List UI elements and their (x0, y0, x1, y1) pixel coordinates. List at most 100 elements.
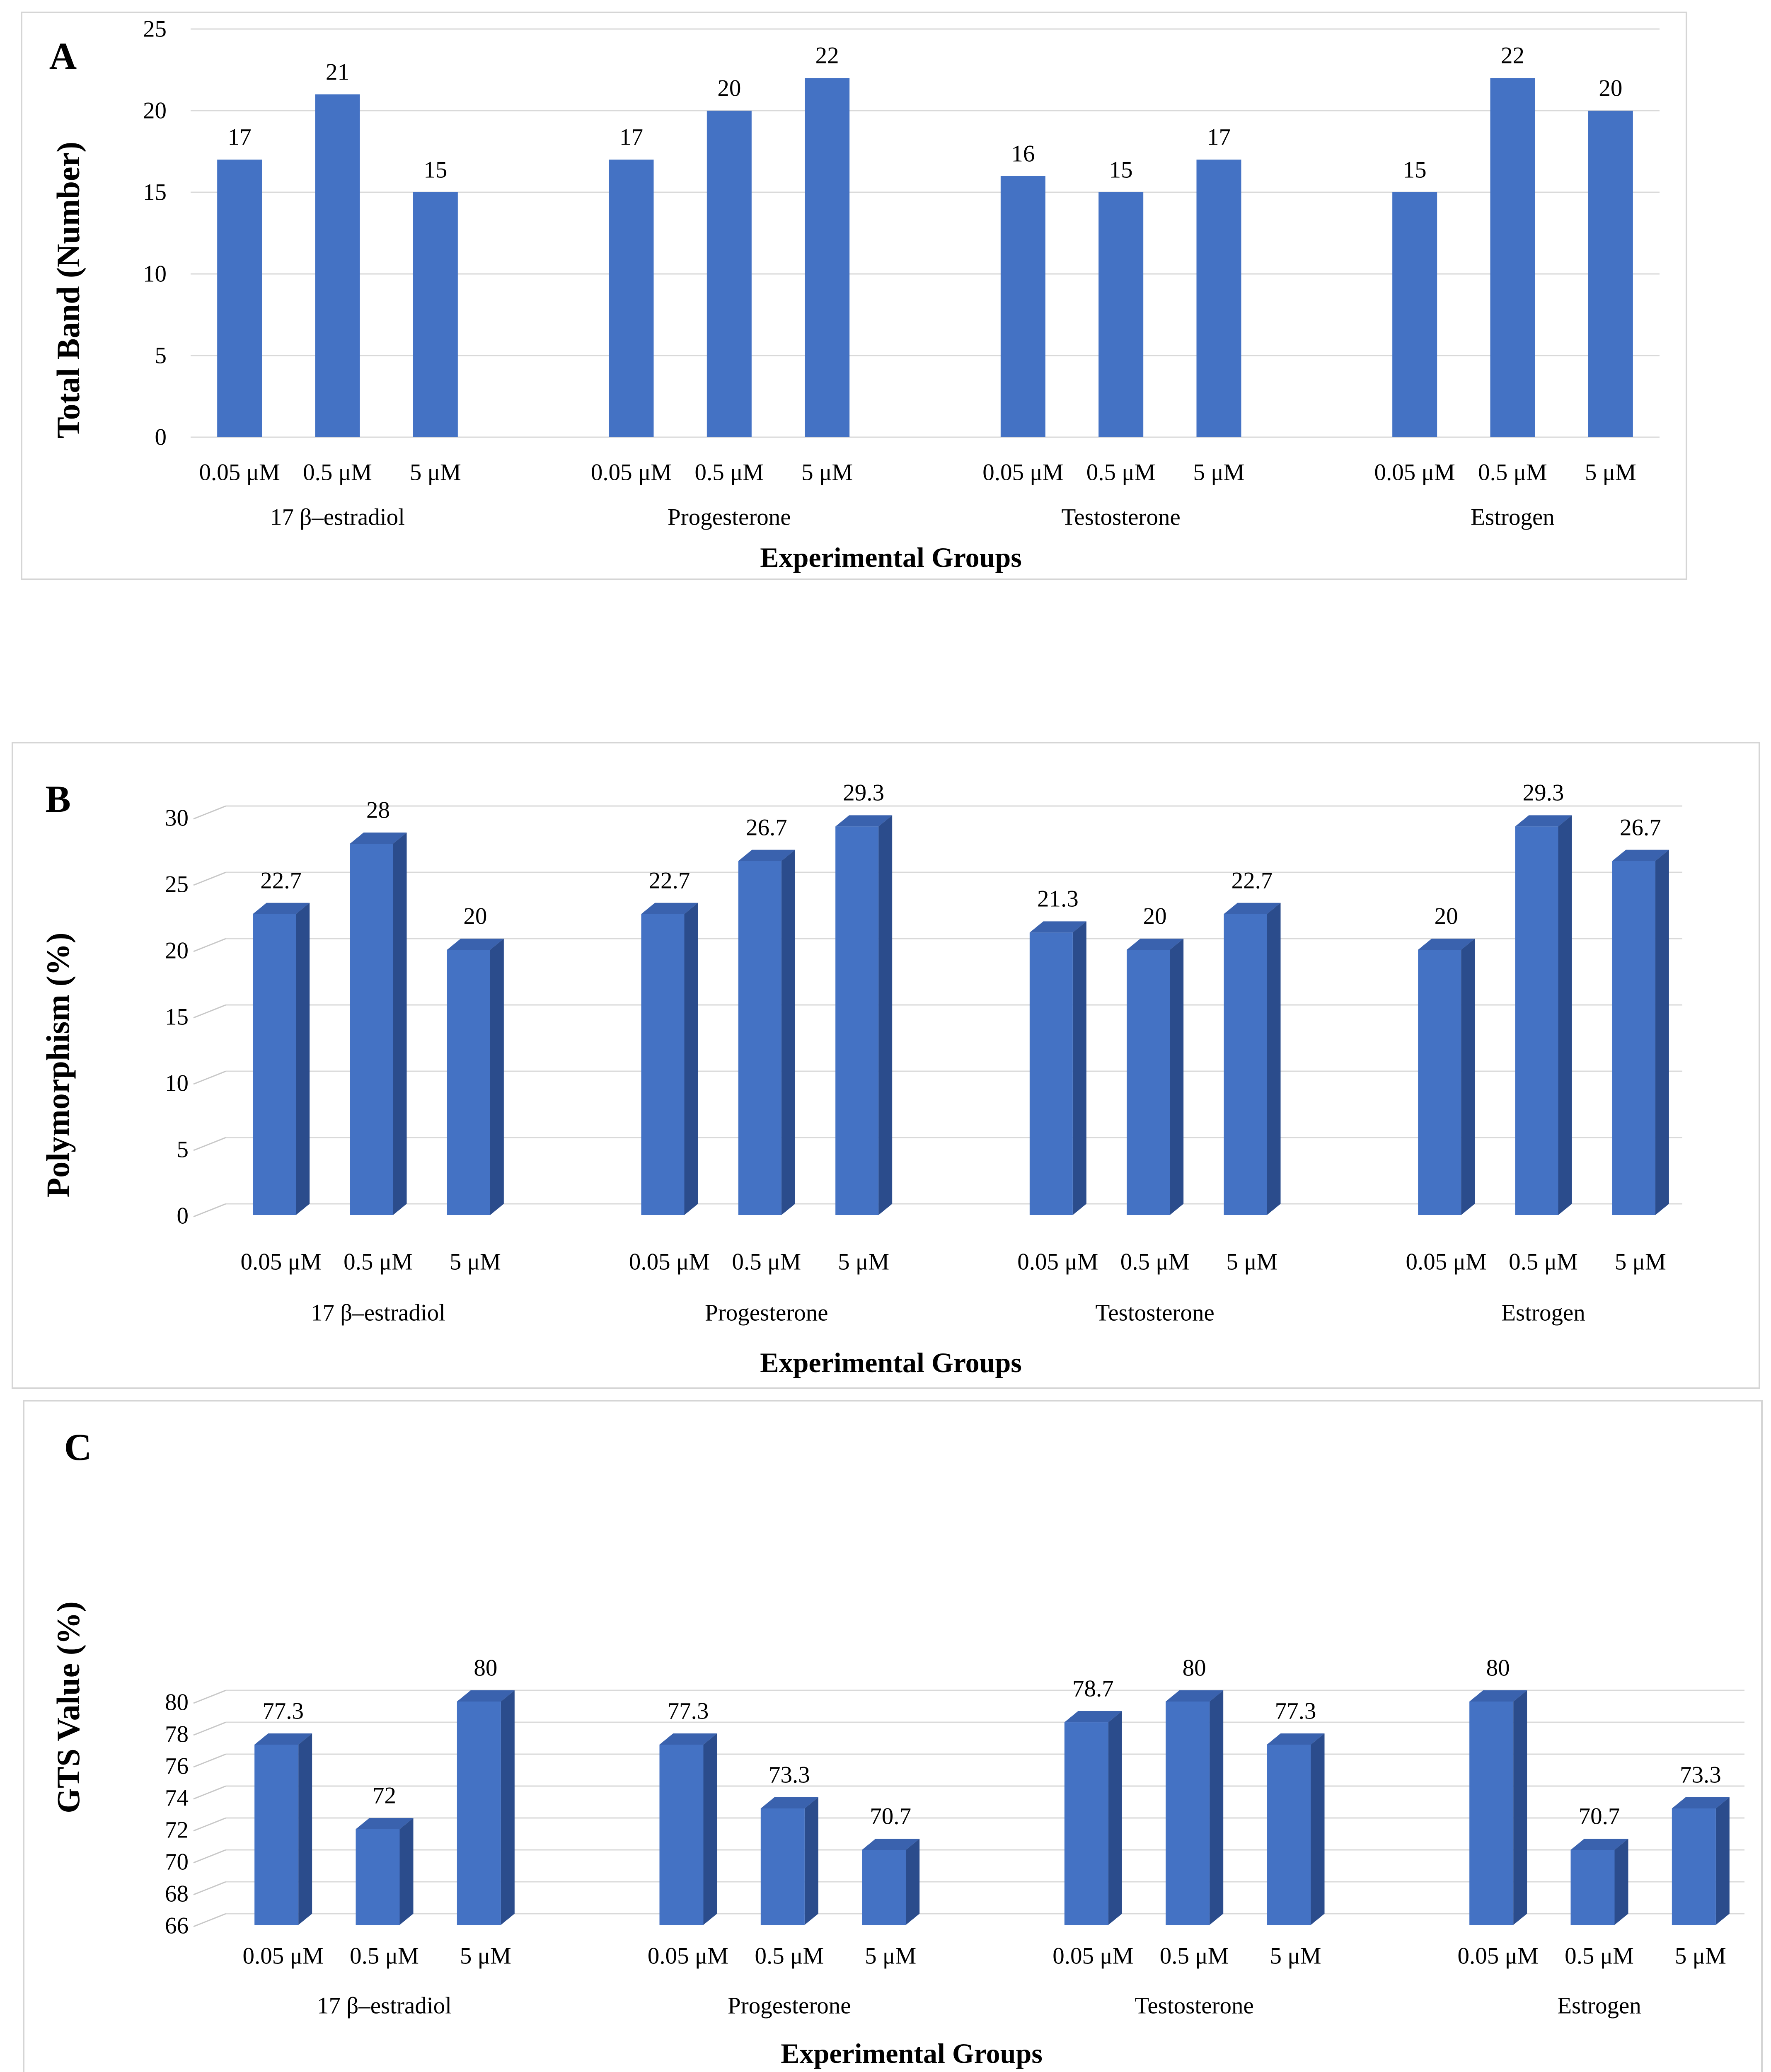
group-label: 17 β–estradiol (310, 1300, 446, 1326)
y-tick-label: 5 (155, 342, 167, 369)
x-axis-title-c: Experimental Groups (781, 2038, 1043, 2069)
dose-label: 5 μM (1674, 1943, 1726, 1969)
bar (862, 1850, 906, 1925)
dose-label: 0.05 μM (982, 459, 1064, 486)
dose-label: 5 μM (409, 459, 461, 486)
y-tick-label: 74 (165, 1785, 189, 1811)
bar-top-face (641, 903, 698, 914)
bar (1166, 1702, 1210, 1925)
dose-label: 0.5 μM (303, 459, 372, 486)
bar-side-face (1170, 939, 1184, 1215)
dose-label: 0.05 μM (590, 459, 672, 486)
bar-top-face (1029, 921, 1086, 933)
bar-top-face (1612, 850, 1669, 861)
y-tick-label: 5 (177, 1136, 189, 1163)
bar (217, 160, 262, 437)
bar-top-face (1064, 1711, 1122, 1723)
bar (1515, 826, 1558, 1215)
dose-label: 0.5 μM (1565, 1943, 1634, 1969)
dose-label: 5 μM (1614, 1249, 1666, 1275)
bar-value-label: 22.7 (1231, 867, 1273, 894)
bar (1469, 1702, 1514, 1925)
bar-value-label: 20 (1434, 903, 1458, 929)
bar (641, 914, 685, 1215)
bar-value-label: 70.7 (870, 1803, 912, 1830)
bar (659, 1744, 704, 1925)
dose-label: 0.5 μM (1509, 1249, 1578, 1275)
bar-value-label: 22 (1501, 42, 1524, 69)
dose-label: 0.5 μM (350, 1943, 419, 1969)
y-tick-label: 0 (155, 424, 167, 450)
bar-side-face (1210, 1690, 1224, 1925)
y-tick-label: 10 (165, 1070, 189, 1097)
y-tick-label: 20 (165, 937, 189, 964)
dose-label: 0.05 μM (1374, 459, 1455, 486)
bar-value-label: 20 (717, 75, 741, 102)
axis-depth-tick (193, 1070, 226, 1085)
bar-value-label: 20 (1143, 903, 1167, 929)
bar-value-label: 15 (1403, 157, 1427, 183)
bar-side-face (1614, 1839, 1628, 1925)
bar (706, 111, 752, 437)
dose-label: 0.05 μM (1017, 1249, 1098, 1275)
bar-value-label: 21.3 (1037, 886, 1079, 912)
bar-side-face (878, 815, 893, 1215)
bar-side-face (684, 903, 698, 1215)
bar-value-label: 70.7 (1578, 1803, 1620, 1830)
bar-top-face (356, 1818, 414, 1829)
y-tick-label: 68 (165, 1881, 189, 1907)
bar-value-label: 73.3 (768, 1762, 810, 1788)
bar (1029, 932, 1073, 1215)
y-tick-label: 25 (143, 16, 167, 42)
bar-side-face (296, 903, 310, 1215)
bar-value-label: 20 (1599, 75, 1623, 102)
bar-top-face (1224, 903, 1281, 914)
group-label: Progesterone (705, 1300, 828, 1326)
y-axis-title-a: Total Band (Number) (50, 141, 86, 439)
dose-label: 0.5 μM (344, 1249, 413, 1275)
bar-value-label: 20 (463, 903, 487, 929)
bar (413, 192, 458, 437)
bar-top-face (1127, 939, 1184, 950)
axis-depth-tick (193, 1721, 226, 1736)
bar-value-label: 28 (366, 797, 390, 823)
dose-label: 5 μM (1226, 1249, 1278, 1275)
bar-value-label: 26.7 (1619, 814, 1661, 841)
y-axis-title-b: Polymorphism (%) (40, 932, 76, 1198)
group-label: 17 β–estradiol (270, 504, 405, 530)
bar-top-face (1570, 1839, 1628, 1850)
bar-top-face (659, 1733, 717, 1745)
y-tick-label: 30 (165, 805, 189, 831)
y-tick-label: 78 (165, 1721, 189, 1748)
bar (1490, 78, 1535, 437)
dose-label: 0.05 μM (1457, 1943, 1539, 1969)
dose-label: 0.05 μM (199, 459, 280, 486)
dose-label: 0.5 μM (694, 459, 764, 486)
axis-depth-tick (193, 871, 226, 886)
axis-depth-tick (193, 1881, 226, 1895)
bar (805, 78, 850, 437)
bar-value-label: 21 (326, 59, 349, 85)
bar-side-face (703, 1733, 717, 1925)
dose-label: 0.05 μM (242, 1943, 324, 1969)
dose-label: 0.5 μM (1159, 1943, 1229, 1969)
bar-top-face (350, 833, 407, 844)
dose-label: 0.05 μM (647, 1943, 729, 1969)
bar-value-label: 15 (423, 157, 448, 183)
axis-depth-tick (193, 1817, 226, 1832)
panel-letter-a: A (49, 35, 77, 77)
dose-label: 0.5 μM (1120, 1249, 1190, 1275)
group-label: Testosterone (1135, 1992, 1254, 2019)
group-label: Estrogen (1501, 1300, 1585, 1326)
bar-side-face (1513, 1690, 1527, 1925)
dose-label: 5 μM (1193, 459, 1245, 486)
bar-top-face (253, 903, 310, 914)
bar-value-label: 29.3 (1522, 779, 1564, 806)
bar-value-label: 77.3 (1275, 1698, 1316, 1724)
bar-side-face (1108, 1711, 1122, 1925)
axis-depth-tick (193, 1849, 226, 1864)
group-label: Estrogen (1471, 504, 1555, 530)
group-label: Progesterone (668, 504, 791, 530)
bar-value-label: 73.3 (1679, 1762, 1721, 1788)
